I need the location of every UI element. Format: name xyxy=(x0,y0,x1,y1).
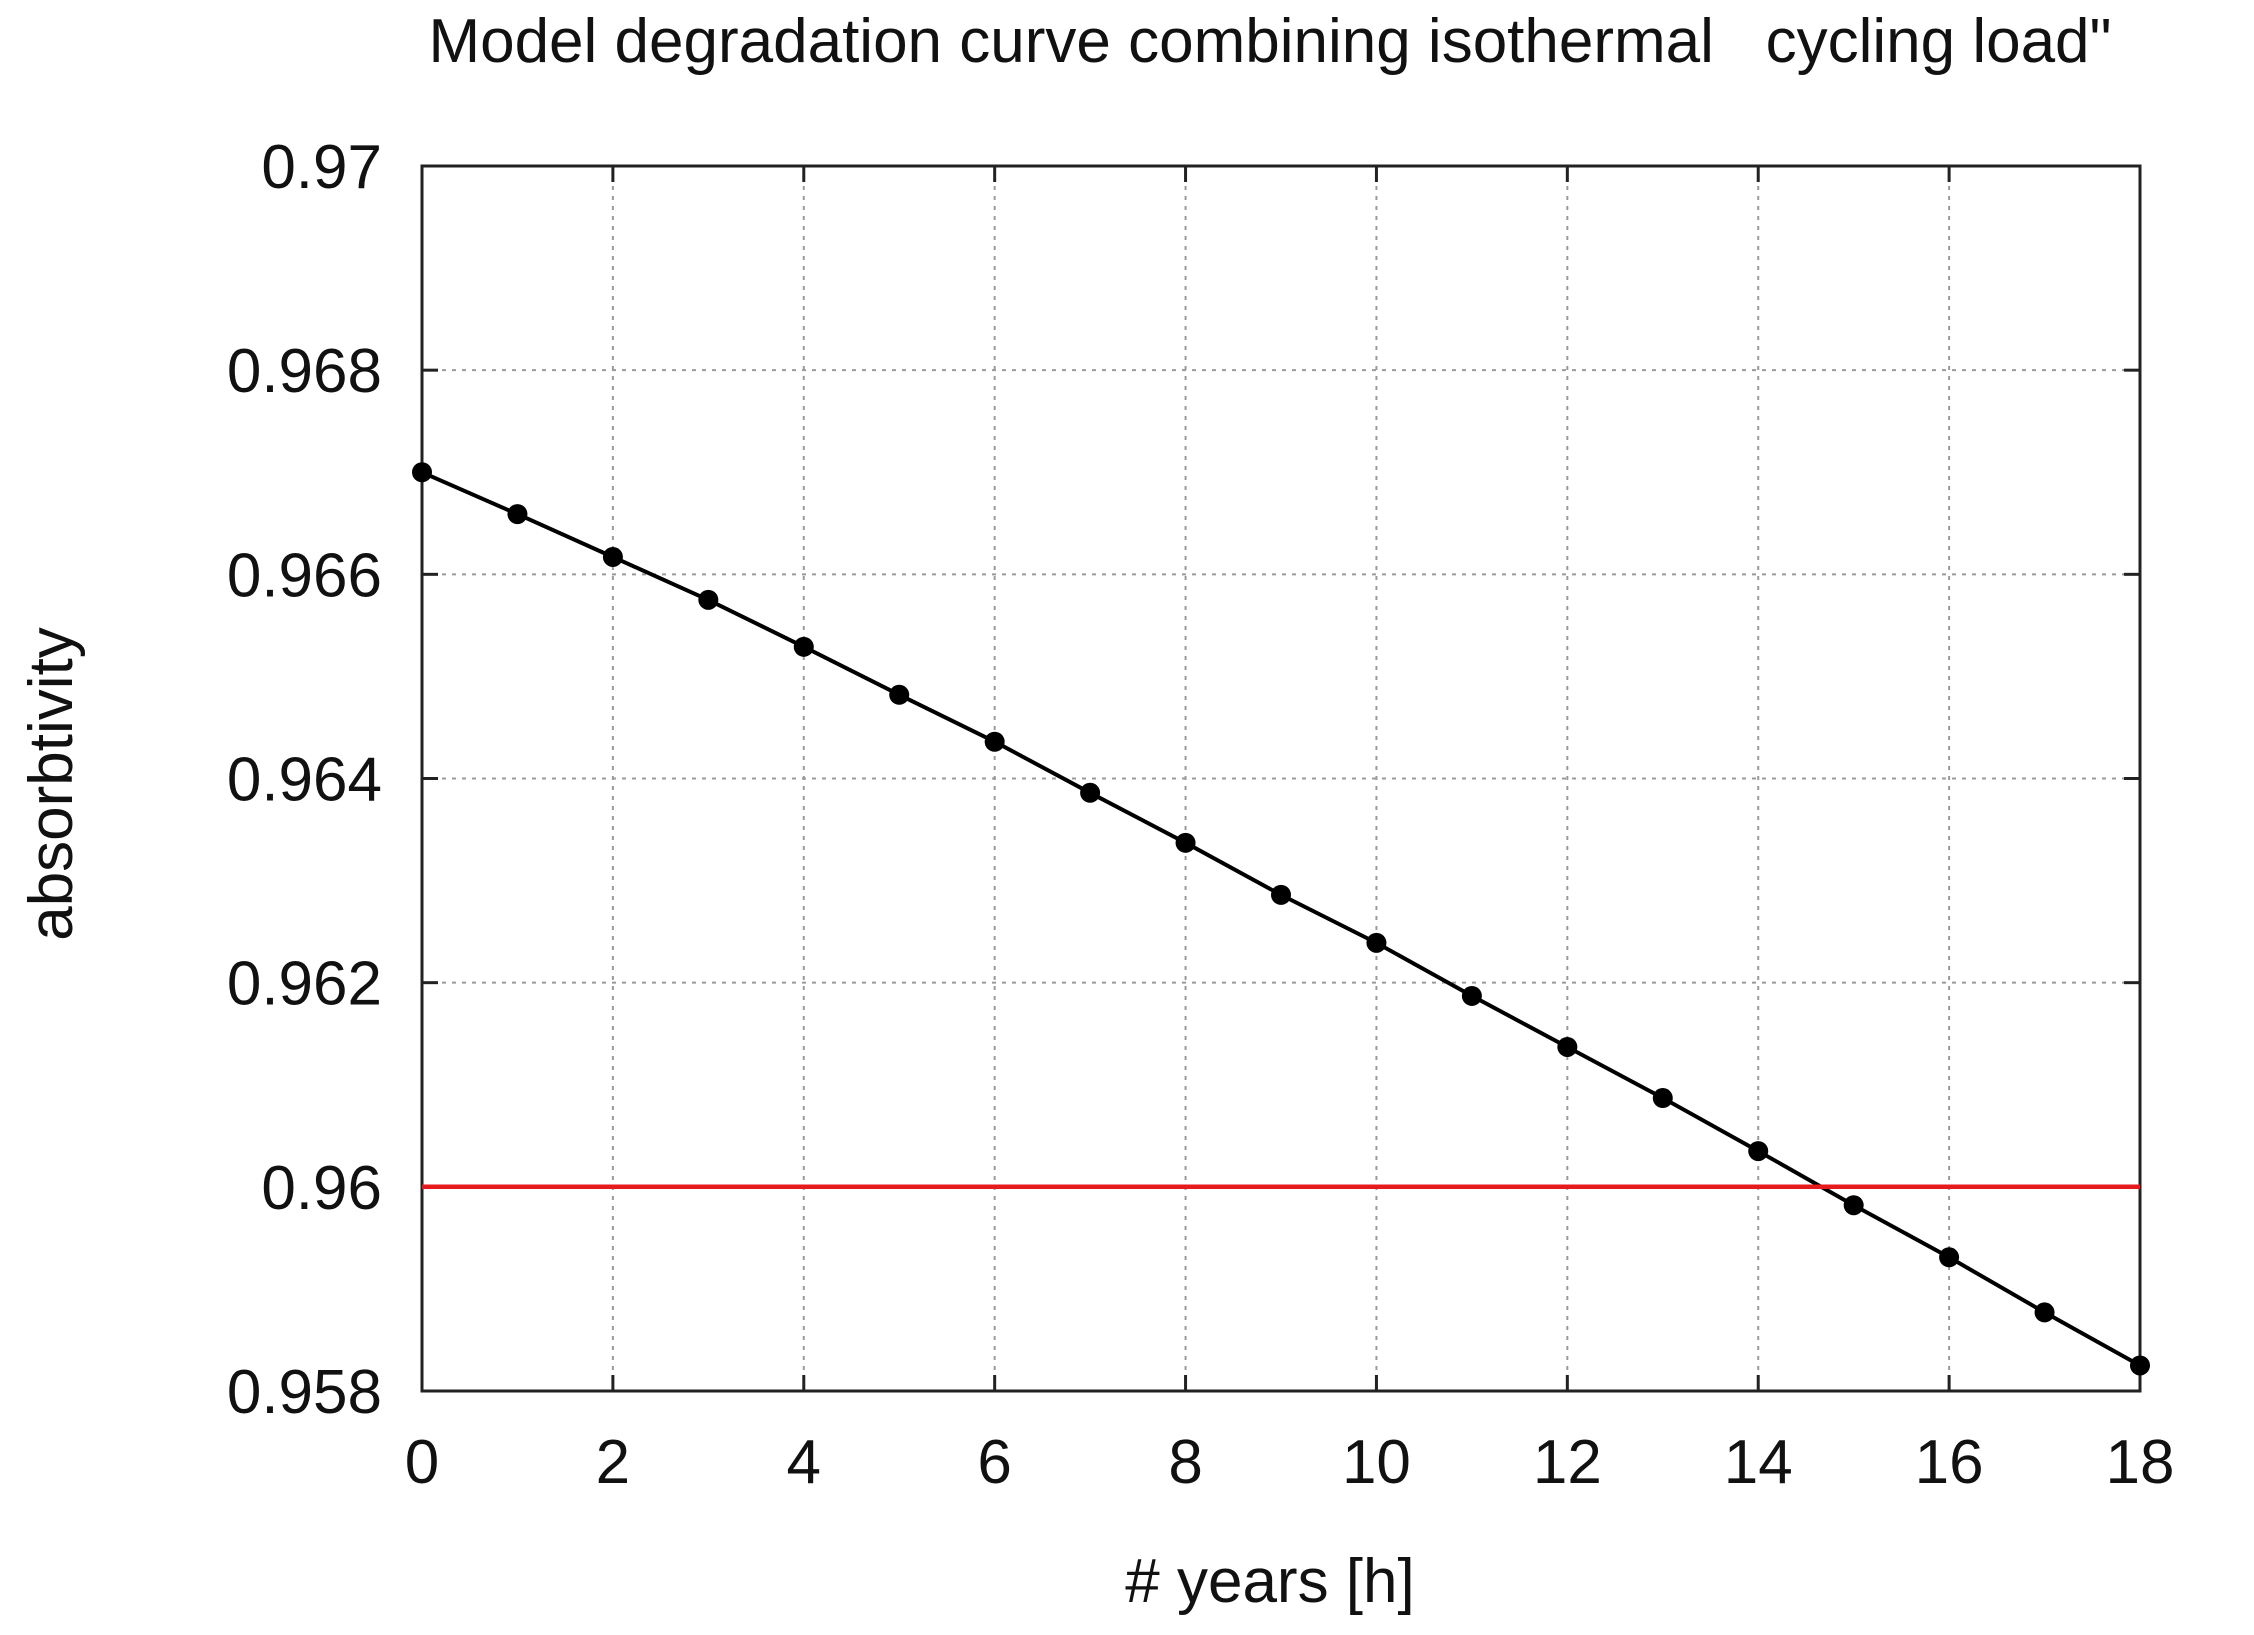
data-point xyxy=(602,546,623,567)
data-point xyxy=(1461,985,1482,1006)
y-tick-label: 0.958 xyxy=(227,1358,382,1427)
x-tick-label: 8 xyxy=(1168,1428,1202,1497)
x-tick-label: 6 xyxy=(977,1428,1011,1497)
data-point xyxy=(1557,1036,1578,1057)
data-point xyxy=(1271,884,1291,905)
data-point xyxy=(698,589,719,610)
y-axis-title: absorbtivity xyxy=(17,627,86,941)
data-point xyxy=(507,504,528,525)
data-point xyxy=(2034,1302,2055,1323)
x-tick-label: 2 xyxy=(596,1428,630,1497)
data-point xyxy=(793,636,814,657)
y-tick-label: 0.962 xyxy=(227,950,382,1019)
y-tick-label: 0.97 xyxy=(261,133,382,202)
x-tick-label: 18 xyxy=(2106,1428,2175,1497)
data-point xyxy=(1175,832,1196,853)
x-tick-label: 10 xyxy=(1342,1428,1411,1497)
axis-ticks xyxy=(420,164,2142,1393)
y-tick-label: 0.966 xyxy=(227,541,382,610)
chart-title: Model degradation curve combining isothe… xyxy=(428,7,2111,76)
x-tick-labels: 0 2 4 6 8 10 12 14 16 18 xyxy=(405,1428,2175,1497)
x-tick-label: 14 xyxy=(1724,1428,1793,1497)
data-point xyxy=(1366,932,1387,953)
absorbtivity-line xyxy=(421,470,2141,1368)
data-point xyxy=(1080,782,1101,803)
data-point xyxy=(2130,1355,2150,1376)
data-point xyxy=(1843,1195,1864,1216)
series-layer xyxy=(412,462,2150,1376)
data-point xyxy=(1652,1088,1673,1109)
y-tick-labels: 0.958 0.96 0.962 0.964 0.966 0.968 0.97 xyxy=(227,133,382,1427)
x-tick-label: 12 xyxy=(1533,1428,1602,1497)
y-tick-label: 0.96 xyxy=(261,1154,382,1223)
data-point xyxy=(984,731,1005,752)
x-tick-label: 4 xyxy=(787,1428,821,1497)
data-point xyxy=(1748,1141,1769,1162)
data-point xyxy=(889,684,910,705)
x-tick-label: 16 xyxy=(1915,1428,1984,1497)
data-point xyxy=(412,462,432,483)
x-axis-title: # years [h] xyxy=(1125,1547,1414,1616)
y-tick-label: 0.964 xyxy=(227,746,382,815)
data-point xyxy=(1939,1247,1960,1268)
x-tick-label: 0 xyxy=(405,1428,439,1497)
grid-lines xyxy=(422,166,2140,1391)
y-tick-label: 0.968 xyxy=(227,337,382,406)
